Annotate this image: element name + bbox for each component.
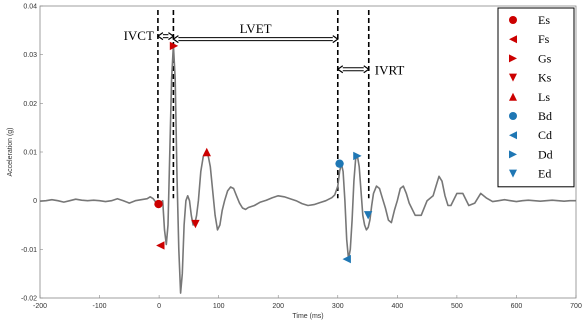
marker-gs [169, 41, 179, 51]
x-tick-label: -200 [33, 303, 47, 310]
x-tick-label: 200 [272, 303, 284, 310]
interval-annotations: IVCT LVET IVRT [124, 21, 405, 77]
legend-marker-ks [509, 73, 517, 82]
marker-layer [154, 41, 373, 264]
x-tick-label: 400 [391, 303, 403, 310]
y-tick-label: 0.04 [23, 4, 37, 11]
y-tick-label: -0.02 [21, 296, 37, 303]
y-tick-label: 0.01 [23, 150, 37, 157]
legend-marker-es [509, 16, 517, 24]
x-tick-label: 300 [332, 303, 344, 310]
legend-label-cd: Cd [538, 128, 552, 142]
annotation-arrow-lvet [172, 35, 339, 44]
annotation-arrow-ivrt [336, 65, 370, 74]
annotation-arrow-ivct [156, 32, 175, 41]
legend-label-bd: Bd [538, 109, 552, 123]
series-layer [39, 44, 576, 294]
marker-es [154, 199, 163, 209]
annotation-label-lvet: LVET [240, 21, 272, 36]
x-axis-title: Time (ms) [292, 313, 323, 320]
x-tick-label: -100 [93, 303, 107, 310]
legend-label-es: Es [538, 13, 550, 27]
x-tick-label: 700 [570, 303, 582, 310]
x-tick-label: 500 [451, 303, 463, 310]
legend-marker-ed [509, 169, 517, 178]
legend-box [497, 7, 575, 188]
arrow-head-right [332, 35, 339, 44]
x-axis: -200 -100 0 100 200 300 400 500 600 700 [33, 295, 582, 310]
legend-label-ed: Ed [538, 167, 551, 181]
arrow-head-right [363, 65, 370, 74]
y-tick-label: -0.01 [21, 247, 37, 254]
marker-ed [363, 211, 373, 220]
acceleration-series-line [39, 44, 576, 294]
arrow-head-left [336, 65, 344, 74]
x-tick-label: 100 [213, 303, 225, 310]
annotation-label-ivrt: IVRT [375, 62, 405, 77]
marker-fs [156, 241, 165, 250]
legend-label-gs: Gs [538, 51, 552, 65]
arrow-head-right [168, 32, 175, 41]
legend-label-dd: Dd [538, 147, 553, 161]
marker-bd [335, 159, 344, 168]
marker-cd [342, 254, 351, 264]
x-tick-label: 600 [511, 303, 523, 310]
legend-label-ls: Ls [538, 90, 550, 104]
legend-marker-dd [509, 150, 517, 159]
legend-marker-bd [509, 112, 517, 120]
x-tick-label: 0 [157, 303, 161, 310]
y-axis-title: Acceleration (g) [7, 127, 14, 176]
legend-marker-ls [509, 92, 517, 101]
marker-ks [191, 219, 200, 229]
marker-ls [202, 147, 211, 157]
arrow-head-left [156, 32, 164, 41]
y-tick-label: 0.02 [23, 101, 37, 108]
legend-label-ks: Ks [538, 71, 552, 85]
legend-marker-gs [509, 54, 517, 63]
legend-marker-fs [509, 35, 517, 44]
arrow-head-left [172, 35, 179, 44]
annotation-label-ivct: IVCT [124, 28, 154, 43]
marker-dd [353, 151, 362, 161]
y-tick-label: 0.03 [23, 52, 37, 59]
legend-label-fs: Fs [538, 32, 550, 46]
y-tick-label: 0 [33, 198, 37, 205]
legend: Es Fs Gs Ks Ls Bd Cd Dd Ed [497, 7, 575, 188]
legend-marker-cd [509, 131, 517, 140]
